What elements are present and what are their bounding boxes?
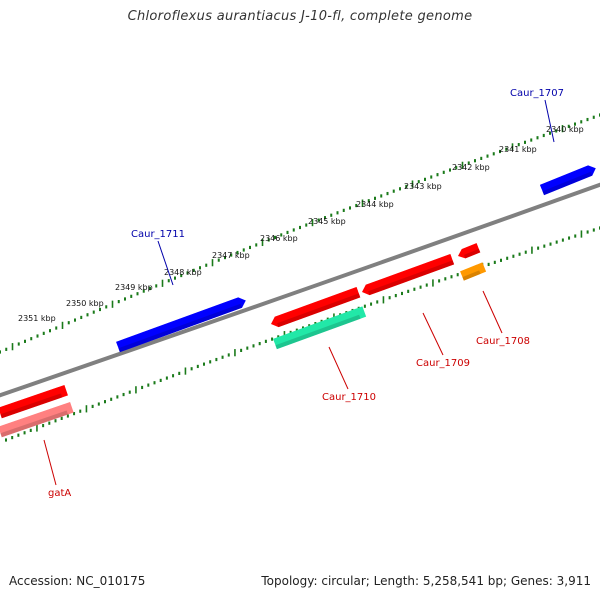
genome-backbone [0,182,600,398]
feature-caur-1708 [460,262,487,281]
gene-labels: Caur_1707 Caur_1711 Caur_1708 Caur_1709 Caur… [43,88,564,499]
gene-label-caur-1708: Caur_1708 [476,336,530,347]
label-connector [43,439,57,486]
gene-label-caur-1707: Caur_1707 [510,88,564,99]
map-title: Chloroflexus aurantiacus J-10-fl, comple… [127,9,473,24]
outer-tick-ring [0,113,600,354]
gene-caur-1707 [539,165,596,196]
scale-label: 2341 kbp [499,145,537,154]
gene-label-gata: gatA [48,488,71,499]
label-connector [422,312,444,356]
gene-caur-1709 [362,253,455,296]
scale-label: 2350 kbp [66,299,104,308]
feature-caur-1710 [273,306,367,350]
scale-label: 2344 kbp [356,200,394,209]
scale-label: 2349 kbp [115,283,153,292]
label-connector [157,240,174,286]
scale-label: 2347 kbp [212,251,250,260]
scale-label: 2343 kbp [404,182,442,191]
gene-caur-1708-red [458,243,481,259]
scale-label: 2345 kbp [308,217,346,226]
accession-text: Accession: NC_010175 [9,574,146,588]
scale-label: 2351 kbp [18,314,56,323]
scale-label: 2340 kbp [546,125,584,134]
gene-label-caur-1710: Caur_1710 [322,392,376,403]
gene-caur-1710-red [271,287,361,328]
label-connector [544,99,555,143]
feature-layer [0,165,596,438]
scale-label: 2346 kbp [260,234,298,243]
genome-summary: Topology: circular; Length: 5,258,541 bp… [261,574,591,588]
label-connector [482,290,503,334]
feature-gata [0,402,74,438]
label-connector [328,346,349,390]
gene-gata [0,385,68,419]
gene-label-caur-1711: Caur_1711 [131,229,185,240]
scale-label: 2342 kbp [452,163,490,172]
scale-label: 2348 kbp [164,268,202,277]
gene-caur-1711 [116,297,246,353]
gene-label-caur-1709: Caur_1709 [416,358,470,369]
kbp-scale-labels: 2340 kbp 2341 kbp 2342 kbp 2343 kbp 2344 kbp… [18,125,584,323]
